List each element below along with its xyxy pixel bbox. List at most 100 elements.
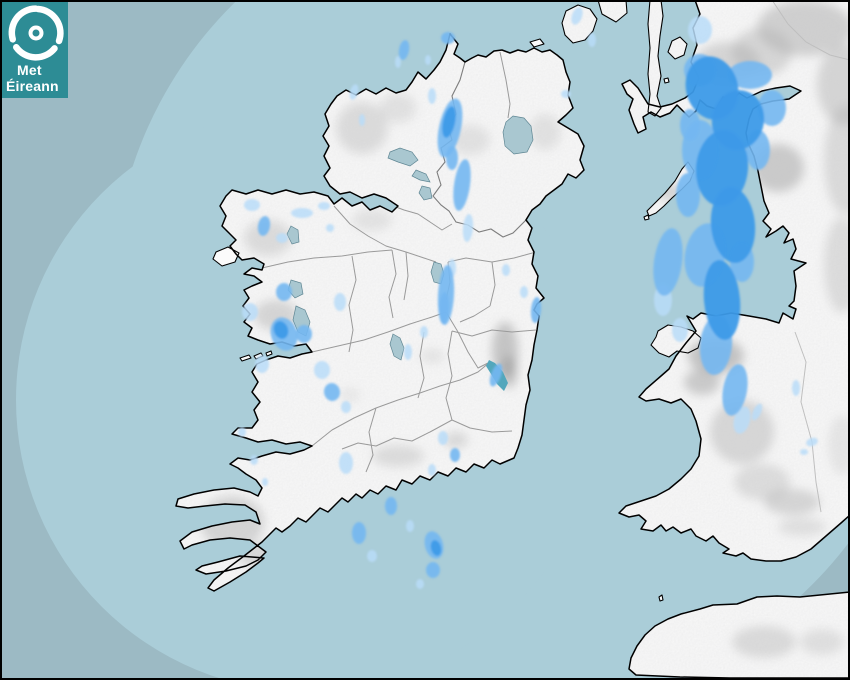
rain-cell-m bbox=[441, 32, 455, 44]
rain-cell-l bbox=[588, 33, 596, 47]
county-boundary bbox=[311, 311, 447, 353]
county-boundaries bbox=[261, 51, 537, 473]
rain-cell-h bbox=[703, 260, 741, 340]
rain-cell-l bbox=[733, 406, 751, 434]
rain-cell-m bbox=[438, 292, 450, 324]
county-boundary bbox=[403, 251, 409, 301]
region-boundary bbox=[794, 331, 822, 513]
county-boundary bbox=[341, 419, 453, 450]
county-boundary bbox=[387, 203, 453, 231]
lough-derg bbox=[389, 333, 405, 361]
rain-cell-m bbox=[426, 562, 440, 578]
rain-cell-l bbox=[250, 455, 258, 465]
rain-cell-l bbox=[428, 464, 436, 476]
county-boundary bbox=[417, 331, 425, 399]
britain-boundaries bbox=[771, 0, 850, 513]
rain-cell-l bbox=[255, 355, 269, 373]
rain-cell-l bbox=[688, 16, 712, 44]
rain-cell-l bbox=[520, 286, 528, 298]
rain-cell-m bbox=[276, 283, 292, 301]
rain-cell-l bbox=[262, 478, 268, 486]
rain-cell-l bbox=[571, 7, 583, 25]
rain-cell-m bbox=[530, 297, 542, 323]
rain-cell-l bbox=[359, 114, 365, 126]
lough-conn bbox=[286, 225, 300, 245]
rain-cell-h bbox=[273, 321, 289, 339]
rain-cell-h bbox=[430, 540, 442, 556]
rain-cell-l bbox=[238, 427, 246, 437]
county-boundary bbox=[365, 407, 377, 473]
county-boundary bbox=[388, 249, 397, 319]
rain-cell-l bbox=[420, 326, 428, 338]
rain-cell-h bbox=[695, 130, 749, 206]
county-boundary bbox=[489, 261, 496, 307]
rain-cell-l bbox=[416, 579, 424, 589]
rain-cell-m bbox=[676, 173, 700, 217]
logo-text-line2: Éireann bbox=[6, 78, 59, 94]
rain-cell-l bbox=[367, 550, 377, 562]
rainfall-layer bbox=[238, 7, 818, 589]
county-boundary bbox=[445, 330, 453, 421]
rain-cell-l bbox=[428, 88, 436, 104]
rain-cell-l bbox=[406, 520, 414, 532]
region-boundary bbox=[771, 0, 850, 61]
rain-cell-m bbox=[453, 159, 471, 211]
upper-lough-erne bbox=[411, 169, 431, 183]
lough-allen bbox=[418, 185, 433, 201]
rain-cell-m bbox=[257, 216, 271, 236]
rain-cell-m bbox=[296, 325, 312, 343]
rain-cell-l bbox=[806, 437, 818, 447]
rain-cell-l bbox=[291, 208, 313, 218]
county-boundary bbox=[459, 305, 491, 323]
rain-cell-l bbox=[326, 224, 334, 232]
rain-cell-m bbox=[653, 228, 683, 296]
rain-cell-l bbox=[751, 403, 763, 421]
lower-lough-erne bbox=[387, 147, 419, 167]
rain-cell-m bbox=[728, 61, 772, 89]
rain-cell-m bbox=[446, 146, 458, 170]
rain-cell-l bbox=[349, 84, 359, 100]
rain-cell-l bbox=[242, 303, 258, 321]
lough-neagh bbox=[502, 115, 534, 155]
rain-cell-l bbox=[244, 199, 260, 211]
rain-cell-l bbox=[672, 318, 688, 342]
rain-cell-l bbox=[276, 233, 288, 243]
rain-cell-l bbox=[334, 293, 346, 311]
rain-cell-l bbox=[425, 55, 431, 65]
rain-cell-l bbox=[395, 56, 401, 68]
rain-cell-l bbox=[502, 264, 510, 276]
met-eireann-logo: Met Éireann bbox=[2, 2, 68, 98]
rain-cell-l bbox=[462, 214, 474, 242]
rain-cell-m bbox=[758, 90, 786, 126]
rain-cell-m bbox=[450, 448, 460, 462]
hurricane-spiral-icon bbox=[8, 5, 64, 61]
rain-cell-m bbox=[680, 109, 700, 141]
rain-cell-l bbox=[800, 449, 808, 455]
rain-cell-m bbox=[323, 383, 341, 401]
rain-cell-h bbox=[710, 187, 756, 263]
rain-cell-l bbox=[438, 431, 448, 445]
rain-cell-l bbox=[341, 401, 351, 413]
rain-cell-l bbox=[314, 361, 330, 379]
logo-text-line1: Met bbox=[17, 62, 42, 78]
county-boundary bbox=[333, 205, 437, 263]
rain-cell-m bbox=[722, 364, 748, 416]
rain-cell-m bbox=[352, 522, 366, 544]
county-boundary bbox=[451, 419, 513, 433]
rain-cell-m bbox=[398, 40, 410, 60]
county-boundary bbox=[311, 361, 491, 447]
rain-cell-h bbox=[442, 106, 456, 138]
county-boundary bbox=[445, 311, 491, 369]
rain-cell-m bbox=[489, 363, 503, 387]
rain-cell-l bbox=[339, 452, 353, 474]
rain-cell-l bbox=[792, 380, 800, 396]
rain-cell-m bbox=[385, 497, 397, 515]
county-boundary bbox=[261, 249, 393, 269]
rain-cell-l bbox=[404, 344, 412, 360]
rain-cell-l bbox=[318, 202, 330, 210]
county-boundary bbox=[451, 329, 537, 337]
rain-cell-l bbox=[561, 90, 571, 98]
county-boundary bbox=[348, 255, 357, 353]
